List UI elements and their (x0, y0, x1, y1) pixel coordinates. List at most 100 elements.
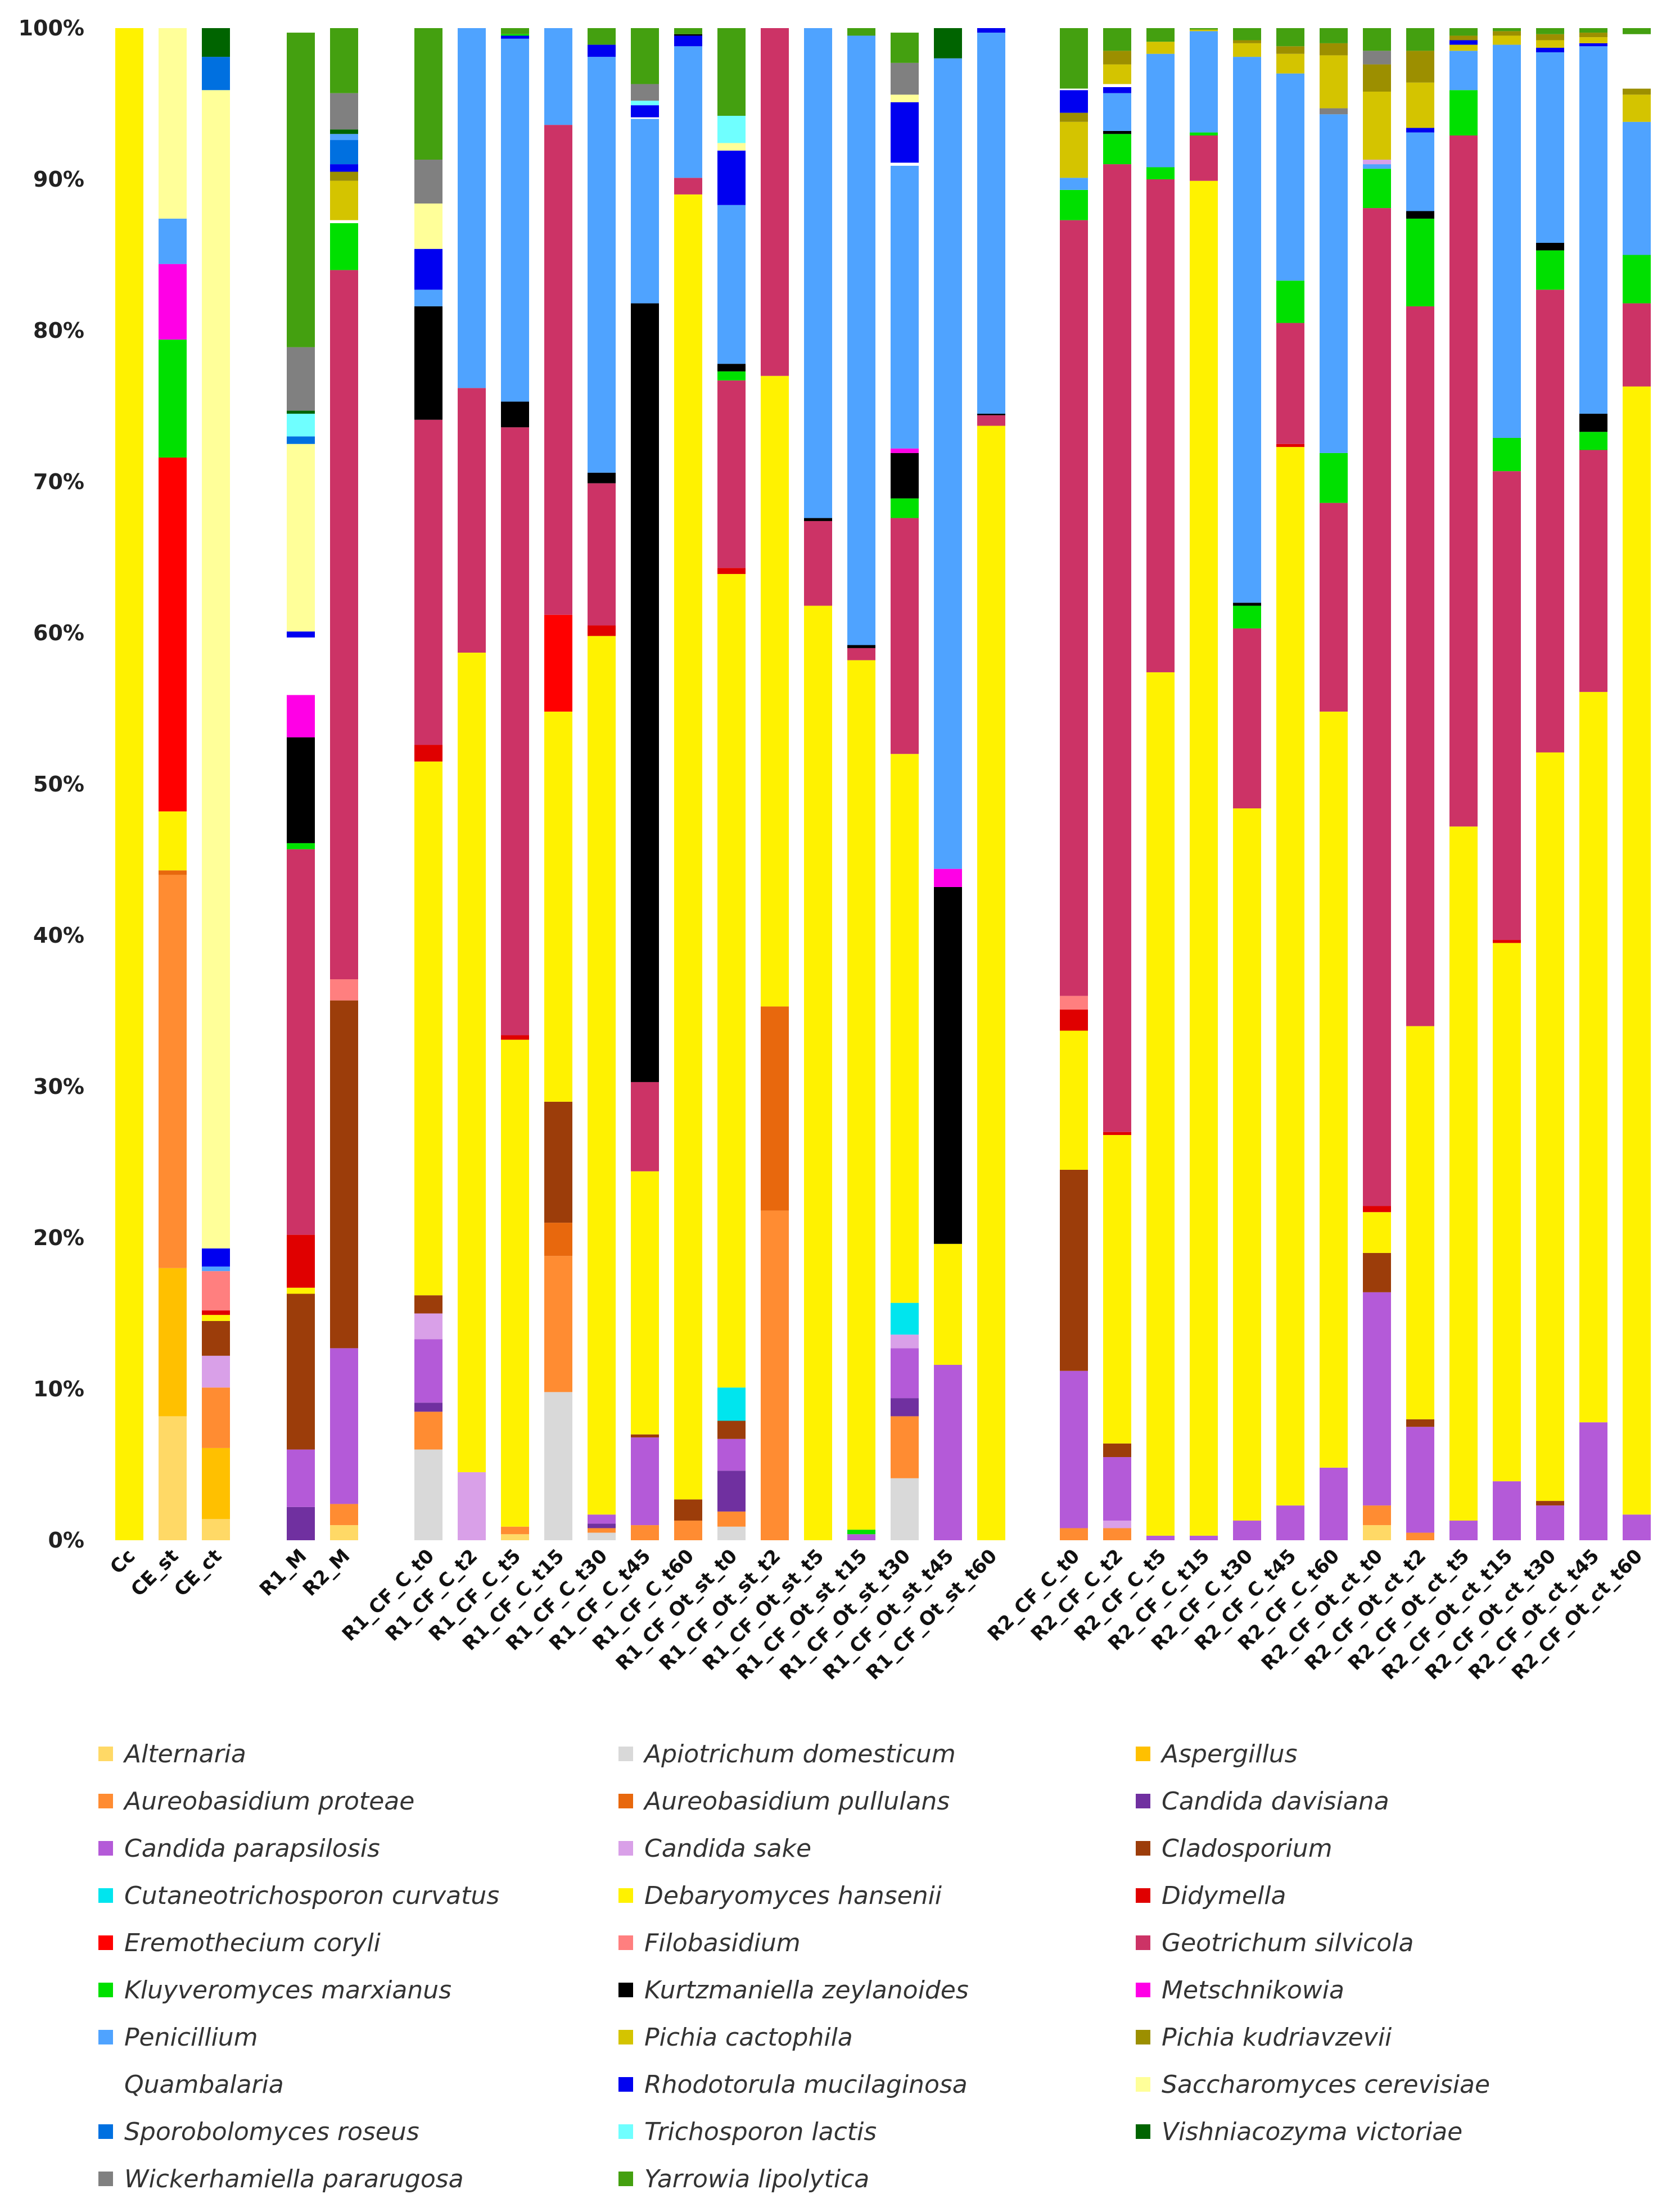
bar-segment (891, 62, 919, 95)
bar-R2_M (330, 28, 358, 1540)
bar-segment (202, 1387, 230, 1448)
bar-R1_CF_C_t2 (458, 28, 486, 1540)
bar-segment (1276, 28, 1304, 47)
bar-R1_CF_C_t45 (631, 28, 659, 1540)
bar-segment (1449, 40, 1478, 45)
bar-segment (1623, 386, 1651, 1515)
bar-segment (330, 1504, 358, 1526)
bar-R1_CF_C_t0 (414, 28, 442, 1540)
bar-segment (1233, 1521, 1261, 1540)
x-tick-label: Cc (106, 1545, 139, 1578)
bar-R2_CF_C_t60 (1320, 28, 1348, 1540)
bar-segment (1579, 33, 1607, 38)
bar-segment (202, 1266, 230, 1272)
bar-segment (159, 811, 187, 871)
bar-segment (287, 1507, 315, 1540)
bar-segment (717, 1421, 746, 1439)
bar-segment (934, 886, 962, 1244)
legend-swatch (98, 2172, 113, 2186)
y-axis: 0% 10% 20% 30% 40% 50% 60% 70% 80% 90% 100% (19, 16, 84, 1553)
bar-segment (1103, 134, 1131, 165)
legend-item: Candida sake (618, 1826, 811, 1871)
bar-segment (330, 171, 358, 181)
legend-label: Candida davisiana (1162, 1786, 1389, 1816)
bar-segment (1493, 940, 1521, 943)
bar-segment (1276, 444, 1304, 447)
bar-segment (1406, 1427, 1434, 1533)
legend-label: Kluyveromyces marxianus (124, 1975, 452, 2005)
bar-segment (631, 84, 659, 101)
bar-R2_CF_Ot_ct_t15 (1493, 28, 1521, 1540)
bar-R1_CF_Ot_st_t2 (761, 28, 789, 1540)
bar-segment (1190, 29, 1218, 31)
bar-segment (1103, 93, 1131, 131)
bar-segment (1103, 1521, 1131, 1528)
bar-segment (1320, 1467, 1348, 1540)
bar-segment (501, 1039, 529, 1527)
bar-segment (717, 28, 746, 116)
bar-segment (717, 143, 746, 151)
bar-segment (501, 38, 529, 402)
bar-segment (761, 28, 789, 376)
bar-segment (1103, 164, 1131, 1132)
bar-R1_CF_Ot_st_t60 (977, 28, 1005, 1540)
bar-segment (761, 1006, 789, 1211)
bar-segment (1363, 1212, 1391, 1253)
legend-swatch (98, 1841, 113, 1856)
bar-segment (717, 116, 746, 143)
bar-segment (1579, 691, 1607, 1423)
bar-segment (414, 1412, 442, 1450)
bar-segment (588, 625, 616, 636)
legend-swatch (98, 2124, 113, 2139)
bar-segment (891, 448, 919, 453)
bar-segment (588, 1528, 616, 1533)
bar-segment (414, 1449, 442, 1540)
bar-segment (761, 1210, 789, 1540)
bar-segment (1060, 1009, 1088, 1031)
bar-segment (674, 28, 702, 34)
y-tick-label: 90% (33, 167, 84, 192)
legend-label: Candida sake (644, 1834, 812, 1863)
bar-segment (1233, 605, 1261, 628)
bar-R2_CF_Ot_ct_t0 (1363, 28, 1391, 1540)
bar-R2_CF_C_t2 (1103, 28, 1131, 1540)
bar-segment (202, 1310, 230, 1315)
bar-segment (159, 218, 187, 264)
bar-segment (674, 46, 702, 178)
bar-segment (1320, 55, 1348, 108)
bar-segment (631, 101, 659, 106)
legend-swatch (618, 1747, 633, 1761)
bar-segment (330, 129, 358, 134)
bar-segment (1060, 112, 1088, 122)
bar-segment (287, 695, 315, 738)
bar-CE_ct (202, 28, 230, 1540)
bar-segment (847, 35, 875, 645)
legend-label: Trichosporon lactis (644, 2117, 877, 2146)
bar-segment (761, 376, 789, 1007)
bar-segment (414, 28, 442, 160)
legend-label: Geotrichum silvicola (1162, 1928, 1414, 1957)
bar-segment (1536, 28, 1564, 34)
bar-segment (1276, 73, 1304, 281)
bar-R1_CF_Ot_st_t45 (934, 28, 962, 1540)
bar-R2_CF_Ot_ct_t45 (1579, 28, 1607, 1540)
legend-swatch (1136, 1983, 1150, 1997)
bar-segment (330, 1000, 358, 1349)
bar-segment (1449, 135, 1478, 827)
bar-R1_CF_Ot_st_t0 (717, 28, 746, 1540)
bar-segment (1146, 1535, 1175, 1540)
x-tick-label: CE_st (127, 1545, 183, 1601)
bar-segment (1406, 132, 1434, 211)
bar-segment (977, 413, 1005, 415)
bar-segment (1623, 1514, 1651, 1540)
legend-swatch (1136, 1747, 1150, 1761)
bar-segment (631, 1082, 659, 1171)
bar-segment (631, 28, 659, 84)
bar-segment (1579, 432, 1607, 450)
bar-segment (501, 427, 529, 1035)
legend-swatch (618, 2124, 633, 2139)
bar-segment (1623, 121, 1651, 255)
bar-segment (1493, 437, 1521, 472)
bar-segment (1146, 672, 1175, 1536)
